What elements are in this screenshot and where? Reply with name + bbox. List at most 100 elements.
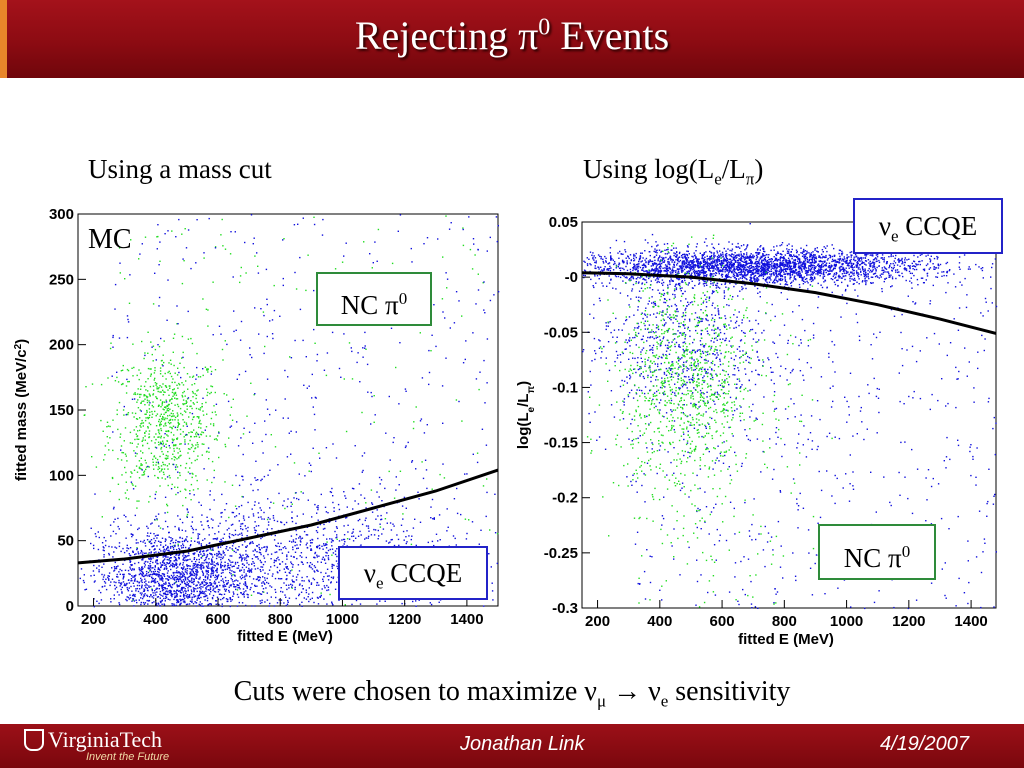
scatter-point <box>215 600 218 602</box>
scatter-point <box>325 511 328 513</box>
scatter-point <box>716 258 719 260</box>
scatter-point <box>231 419 234 421</box>
scatter-point <box>141 550 143 553</box>
scatter-point <box>893 260 895 262</box>
scatter-point <box>175 571 178 574</box>
scatter-point <box>411 261 413 263</box>
scatter-point <box>198 421 201 423</box>
scatter-point <box>163 473 165 476</box>
scatter-point <box>165 407 167 409</box>
scatter-point <box>139 417 141 419</box>
scatter-point <box>671 268 674 270</box>
scatter-point <box>250 570 252 572</box>
scatter-point <box>141 597 144 600</box>
scatter-point <box>191 412 194 415</box>
scatter-point <box>202 573 205 575</box>
scatter-point <box>214 583 216 585</box>
scatter-point <box>326 541 328 543</box>
scatter-point <box>171 539 173 542</box>
scatter-point <box>257 579 260 582</box>
scatter-point <box>391 262 394 265</box>
scatter-point <box>639 255 642 257</box>
scatter-point <box>229 584 231 586</box>
scatter-point <box>192 571 195 574</box>
scatter-point <box>147 417 149 420</box>
scatter-point <box>135 590 137 592</box>
scatter-point <box>210 591 212 593</box>
scatter-point <box>179 578 181 580</box>
scatter-point <box>371 503 374 505</box>
scatter-point <box>180 600 182 602</box>
scatter-point <box>323 576 325 578</box>
scatter-point <box>248 516 250 518</box>
scatter-point <box>126 489 128 491</box>
scatter-point <box>465 340 467 342</box>
scatter-point <box>204 366 207 368</box>
scatter-point <box>157 390 159 393</box>
scatter-point <box>172 425 175 427</box>
scatter-point <box>108 554 111 556</box>
scatter-point <box>140 549 142 552</box>
scatter-point <box>343 333 345 335</box>
scatter-point <box>157 405 160 407</box>
scatter-point <box>233 565 235 567</box>
scatter-point <box>123 514 125 516</box>
scatter-point <box>108 572 111 574</box>
scatter-point <box>393 525 395 527</box>
scatter-point <box>315 397 317 399</box>
scatter-point <box>126 596 128 598</box>
scatter-point <box>880 257 882 259</box>
scatter-point <box>193 564 196 567</box>
scatter-point <box>204 579 207 581</box>
scatter-point <box>164 417 166 419</box>
scatter-point <box>143 594 145 596</box>
scatter-point <box>180 580 182 582</box>
scatter-point <box>284 563 287 565</box>
scatter-point <box>216 435 219 437</box>
scatter-point <box>311 373 313 376</box>
scatter-point <box>176 374 179 376</box>
scatter-point <box>849 251 851 254</box>
scatter-point <box>222 597 224 600</box>
scatter-point <box>681 261 683 263</box>
scatter-point <box>754 274 757 277</box>
scatter-point <box>156 518 158 520</box>
scatter-point <box>207 604 209 606</box>
scatter-point <box>266 298 268 300</box>
scatter-point <box>174 404 176 406</box>
scatter-point <box>147 571 150 574</box>
scatter-point <box>206 573 208 575</box>
scatter-point <box>227 549 229 551</box>
scatter-point <box>167 549 169 552</box>
scatter-point <box>738 264 740 266</box>
scatter-point <box>196 458 198 461</box>
scatter-point <box>134 485 137 487</box>
scatter-point <box>433 517 435 519</box>
scatter-point <box>189 565 191 567</box>
scatter-point <box>235 579 237 581</box>
scatter-point <box>266 518 269 521</box>
scatter-point <box>495 216 498 218</box>
scatter-point <box>269 602 271 605</box>
scatter-point <box>229 560 231 562</box>
scatter-point <box>286 603 289 605</box>
scatter-point <box>327 579 330 581</box>
scatter-point <box>144 552 146 555</box>
scatter-point <box>343 534 346 536</box>
scatter-point <box>250 542 252 544</box>
scatter-point <box>371 502 373 504</box>
scatter-point <box>202 539 204 541</box>
scatter-point <box>256 545 259 547</box>
scatter-point <box>332 540 334 542</box>
scatter-point <box>144 404 146 406</box>
scatter-point <box>200 434 203 436</box>
scatter-point <box>168 557 171 560</box>
scatter-point <box>217 553 220 556</box>
scatter-point <box>314 552 316 555</box>
scatter-point <box>115 567 118 570</box>
scatter-point <box>171 586 173 589</box>
scatter-point <box>118 545 121 548</box>
scatter-point <box>667 248 669 251</box>
scatter-point <box>158 573 160 576</box>
scatter-point <box>190 337 192 340</box>
